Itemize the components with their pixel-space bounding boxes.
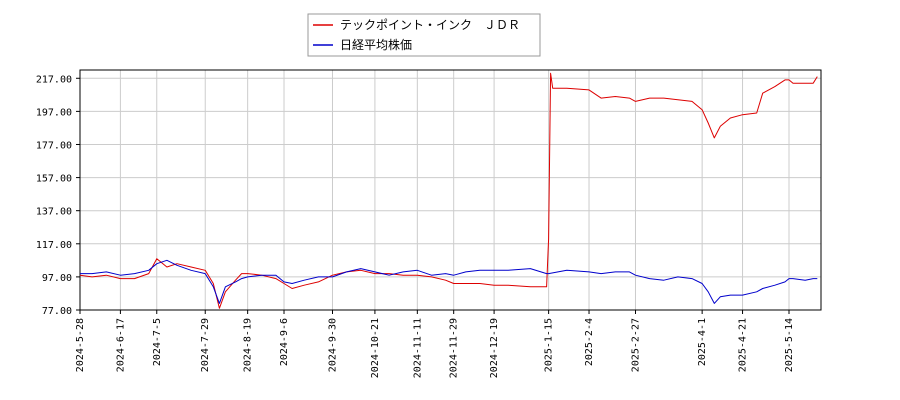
series-layer [79, 72, 818, 309]
series-line-1 [79, 72, 818, 309]
grid [79, 70, 821, 311]
x-tick-label: 2025-2-27 [630, 318, 641, 372]
y-tick-label: 117.00 [36, 240, 72, 251]
x-tick-label: 2025-4-1 [697, 318, 708, 366]
x-axis: 2024-5-28 2024-6-17 2024-7-5 2024-7-29 2024-… [75, 310, 795, 378]
y-tick-label: 77.00 [42, 306, 72, 317]
y-tick-label: 197.00 [36, 107, 72, 118]
x-tick-label: 2025-4-21 [738, 318, 749, 372]
y-tick-label: 177.00 [36, 140, 72, 151]
x-tick-label: 2024-6-17 [115, 318, 126, 372]
y-tick-label: 217.00 [36, 74, 72, 85]
x-tick-label: 2024-9-30 [327, 318, 338, 372]
x-tick-label: 2024-11-11 [412, 318, 423, 378]
legend-label-series-2: 日経平均株価 [340, 37, 412, 52]
y-tick-label: 97.00 [42, 273, 72, 284]
legend-box [307, 13, 541, 57]
x-tick-label: 2024-5-28 [75, 318, 86, 372]
x-tick-label: 2024-10-21 [370, 318, 381, 378]
legend-label-series-1: テックポイント・インク ＪＤＲ [340, 18, 520, 32]
y-tick-label: 157.00 [36, 174, 72, 185]
y-axis: 217.00 197.00 177.00 157.00 137.00 117.00 97.0… [36, 74, 80, 317]
x-tick-label: 2024-7-29 [200, 318, 211, 372]
x-tick-label: 2024-12-19 [489, 318, 500, 378]
series-line-2 [80, 259, 818, 304]
x-tick-label: 2024-8-19 [243, 318, 254, 372]
x-tick-label: 2024-9-6 [279, 318, 290, 366]
legend: テックポイント・インク ＪＤＲ 日経平均株価 [307, 13, 541, 57]
x-tick-label: 2024-7-5 [152, 318, 163, 366]
x-tick-label: 2025-1-15 [544, 318, 555, 372]
plot-area [79, 69, 822, 311]
x-tick-label: 2024-11-29 [449, 318, 460, 378]
x-tick-label: 2025-2-4 [584, 318, 595, 366]
y-tick-label: 137.00 [36, 207, 72, 218]
x-tick-label: 2025-5-14 [784, 318, 795, 372]
